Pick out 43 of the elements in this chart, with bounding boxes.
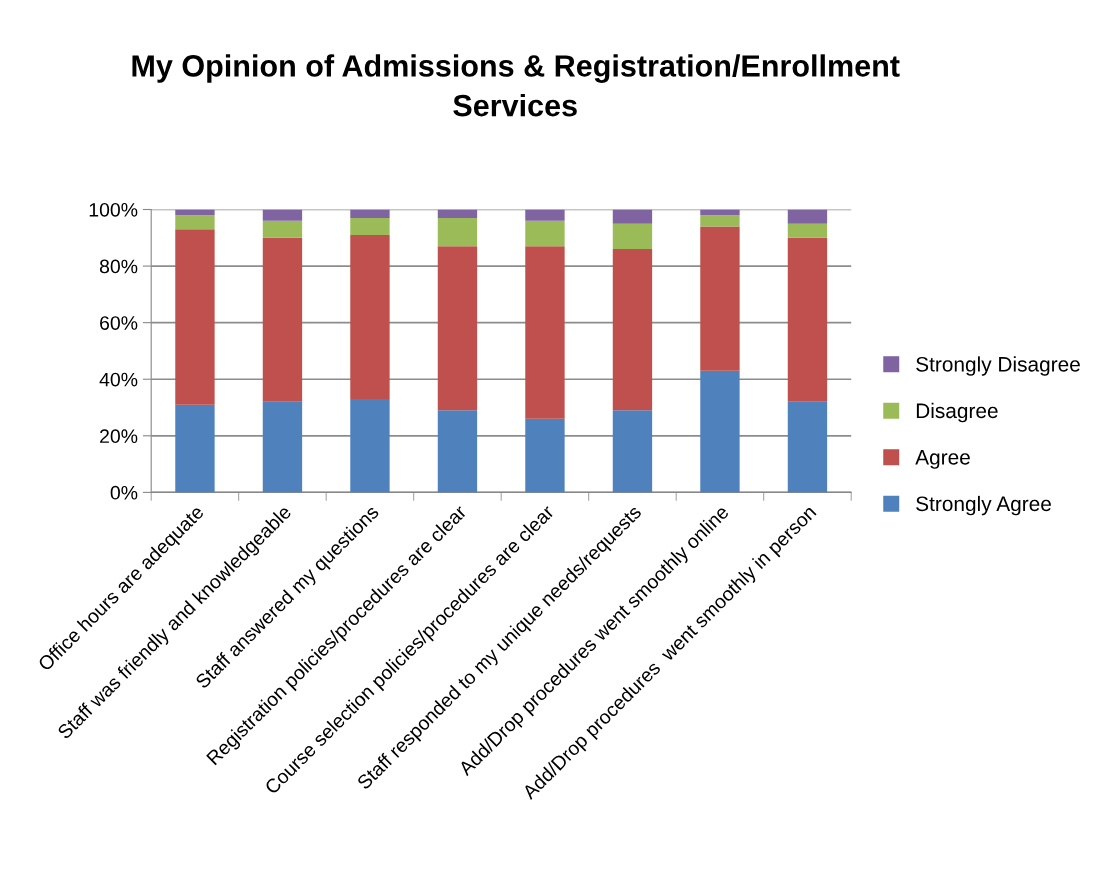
bar xyxy=(175,229,215,405)
bar xyxy=(787,209,828,224)
bar xyxy=(612,209,653,224)
y-tick-label: 20% xyxy=(100,429,138,444)
legend-label: Agree xyxy=(915,450,970,469)
bar xyxy=(700,226,740,371)
y-tick-label: 40% xyxy=(99,372,138,387)
legend-label: Strongly Agree xyxy=(916,495,1051,516)
bar xyxy=(787,401,828,493)
bar xyxy=(700,209,740,216)
y-tick-label: 100% xyxy=(89,202,138,217)
bar xyxy=(525,418,565,493)
bar xyxy=(350,399,390,493)
bar xyxy=(787,223,828,238)
bar xyxy=(700,215,740,227)
bar xyxy=(525,246,565,419)
bar xyxy=(350,217,390,235)
bar xyxy=(612,410,653,493)
bar xyxy=(525,220,565,247)
y-tick-label: 0% xyxy=(110,485,138,500)
bar xyxy=(262,209,303,221)
bar xyxy=(437,410,478,493)
bar xyxy=(437,209,478,218)
bar xyxy=(437,217,478,247)
bar xyxy=(262,237,303,402)
bar xyxy=(262,220,303,238)
bar xyxy=(350,234,390,400)
y-tick-label: 60% xyxy=(100,316,138,330)
bar xyxy=(175,215,215,230)
bar xyxy=(612,223,653,250)
bar xyxy=(350,209,390,218)
bar xyxy=(262,401,303,493)
legend-label: Disagree xyxy=(916,402,998,423)
y-tick-label: 80% xyxy=(99,259,138,274)
bar xyxy=(175,404,215,493)
bar xyxy=(525,209,565,221)
legend-label: Strongly Disagree xyxy=(916,356,1080,376)
bar xyxy=(700,370,740,493)
bar xyxy=(437,246,478,411)
chart-title: My Opinion of Admissions & Registration/Enrollment Services xyxy=(132,54,900,117)
bar xyxy=(612,249,653,411)
bar xyxy=(787,237,828,402)
bar xyxy=(175,209,215,216)
